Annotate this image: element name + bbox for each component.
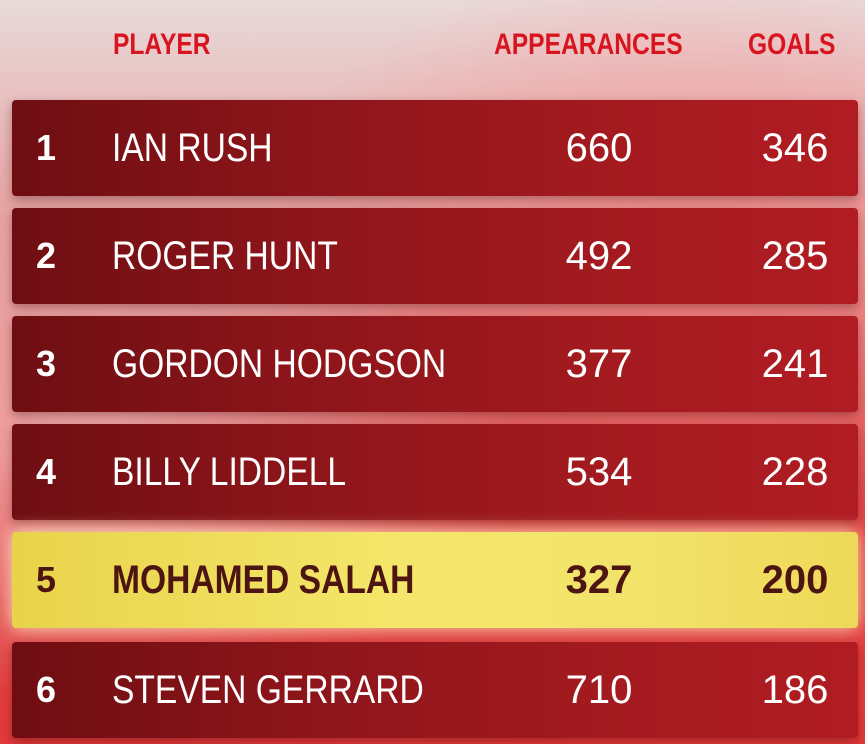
header-player: PLAYER: [113, 28, 211, 61]
table-row: 1 IAN RUSH 660 346: [12, 100, 858, 196]
header-goals: GOALS: [748, 28, 836, 61]
table-row-highlighted: 5 MOHAMED SALAH 327 200: [12, 532, 858, 628]
appearances-cell: 534: [565, 450, 633, 494]
appearances-cell: 660: [565, 126, 633, 170]
appearances-cell: 377: [565, 342, 633, 386]
appearances-cell: 492: [565, 234, 633, 278]
goals-cell: 285: [761, 234, 829, 278]
appearances-cell: 327: [565, 558, 633, 602]
table-header: PLAYER APPEARANCES GOALS: [0, 0, 865, 92]
rank-cell: 4: [36, 451, 57, 492]
player-name-cell: BILLY LIDDELL: [112, 450, 347, 494]
goals-cell: 200: [761, 558, 829, 602]
table-row: 6 STEVEN GERRARD 710 186: [12, 642, 858, 738]
player-name-cell: GORDON HODGSON: [112, 342, 447, 386]
rank-cell: 2: [36, 235, 57, 276]
table-row: 2 ROGER HUNT 492 285: [12, 208, 858, 304]
table-row: 4 BILLY LIDDELL 534 228: [12, 424, 858, 520]
header-appearances: APPEARANCES: [494, 28, 683, 61]
goals-cell: 241: [761, 342, 829, 386]
rank-cell: 5: [36, 559, 57, 600]
player-name-cell: IAN RUSH: [112, 126, 273, 170]
player-name-cell: MOHAMED SALAH: [112, 558, 415, 602]
player-name-cell: ROGER HUNT: [112, 234, 338, 278]
goals-cell: 228: [761, 450, 829, 494]
rank-cell: 1: [36, 127, 57, 168]
rank-cell: 6: [36, 669, 57, 710]
table-row: 3 GORDON HODGSON 377 241: [12, 316, 858, 412]
appearances-cell: 710: [565, 668, 633, 712]
goals-cell: 186: [761, 668, 829, 712]
rank-cell: 3: [36, 343, 57, 384]
goals-cell: 346: [761, 126, 829, 170]
player-name-cell: STEVEN GERRARD: [112, 668, 424, 712]
